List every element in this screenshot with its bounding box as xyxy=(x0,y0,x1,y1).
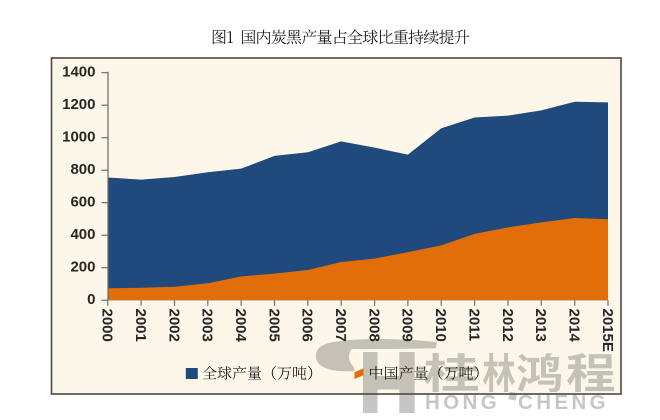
svg-text:2014: 2014 xyxy=(566,309,583,343)
svg-text:2000: 2000 xyxy=(99,309,116,342)
svg-text:1200: 1200 xyxy=(62,96,95,113)
svg-text:800: 800 xyxy=(70,161,95,178)
svg-text:2012: 2012 xyxy=(499,309,516,342)
svg-text:2002: 2002 xyxy=(165,309,182,342)
svg-text:600: 600 xyxy=(70,194,95,211)
svg-text:400: 400 xyxy=(70,226,95,243)
svg-text:2013: 2013 xyxy=(532,309,549,342)
svg-text:0: 0 xyxy=(87,291,95,308)
svg-text:2003: 2003 xyxy=(199,309,216,342)
svg-text:1000: 1000 xyxy=(62,129,95,146)
svg-text:2010: 2010 xyxy=(432,309,449,342)
svg-text:2006: 2006 xyxy=(299,309,316,342)
svg-text:2008: 2008 xyxy=(365,309,382,342)
svg-text:200: 200 xyxy=(70,259,95,276)
svg-text:2011: 2011 xyxy=(465,309,482,342)
svg-text:HONG: HONG xyxy=(425,391,500,414)
svg-text:2005: 2005 xyxy=(265,309,282,342)
svg-text:2001: 2001 xyxy=(132,309,149,342)
svg-text:1400: 1400 xyxy=(62,64,95,81)
svg-text:CHENG: CHENG xyxy=(518,391,609,414)
svg-text:2015E: 2015E xyxy=(599,309,616,352)
svg-text:2004: 2004 xyxy=(232,309,249,343)
svg-text:2009: 2009 xyxy=(399,309,416,342)
svg-text:2007: 2007 xyxy=(332,309,349,342)
